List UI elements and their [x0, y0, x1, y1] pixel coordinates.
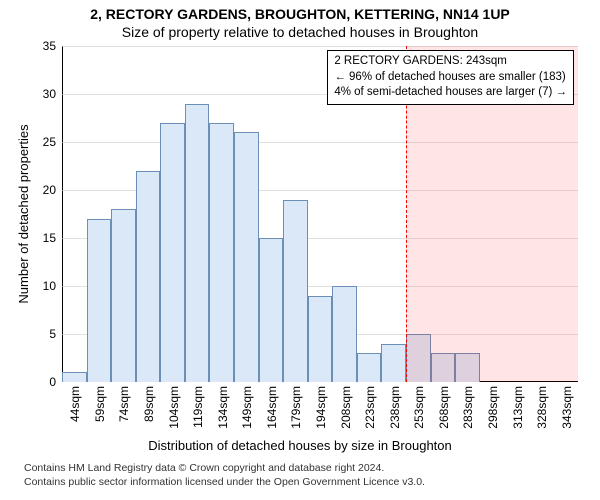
histogram-bar: [381, 344, 406, 382]
x-tick-label: 268sqm: [437, 386, 451, 429]
y-tick-label: 10: [26, 279, 62, 293]
x-tick-label: 149sqm: [240, 386, 254, 429]
histogram-bar: [136, 171, 161, 382]
y-tick-label: 0: [26, 375, 62, 389]
y-axis-title: Number of detached properties: [16, 124, 31, 303]
x-tick-label: 238sqm: [388, 386, 402, 429]
x-tick-label: 208sqm: [339, 386, 353, 429]
histogram-bar: [283, 200, 308, 382]
histogram-bar: [111, 209, 136, 382]
chart-title-sub: Size of property relative to detached ho…: [0, 22, 600, 40]
x-axis-title: Distribution of detached houses by size …: [0, 438, 600, 453]
histogram-bar: [234, 132, 259, 382]
x-tick-label: 44sqm: [68, 386, 82, 422]
x-tick-label: 223sqm: [363, 386, 377, 429]
attribution-line: Contains public sector information licen…: [24, 476, 425, 490]
x-tick-label: 283sqm: [461, 386, 475, 429]
histogram-bar: [308, 296, 333, 382]
histogram-bar: [87, 219, 112, 382]
x-tick-label: 164sqm: [265, 386, 279, 429]
y-axis-line: [62, 46, 63, 382]
histogram-bar: [259, 238, 284, 382]
x-tick-label: 74sqm: [117, 386, 131, 422]
attribution-text: Contains HM Land Registry data © Crown c…: [24, 462, 425, 489]
histogram-bar: [185, 104, 210, 382]
x-tick-label: 253sqm: [412, 386, 426, 429]
x-tick-label: 298sqm: [486, 386, 500, 429]
x-tick-label: 343sqm: [560, 386, 574, 429]
x-tick-label: 328sqm: [535, 386, 549, 429]
y-tick-label: 20: [26, 183, 62, 197]
annotation-box: 2 RECTORY GARDENS: 243sqm← 96% of detach…: [327, 50, 574, 105]
annotation-line: 2 RECTORY GARDENS: 243sqm: [334, 54, 567, 70]
x-tick-label: 134sqm: [216, 386, 230, 429]
y-tick-label: 25: [26, 135, 62, 149]
plot-area: 0510152025303544sqm59sqm74sqm89sqm104sqm…: [62, 46, 578, 382]
x-tick-label: 194sqm: [314, 386, 328, 429]
histogram-bar: [62, 372, 87, 382]
y-tick-label: 30: [26, 87, 62, 101]
y-tick-label: 15: [26, 231, 62, 245]
chart-title-main: 2, RECTORY GARDENS, BROUGHTON, KETTERING…: [0, 0, 600, 22]
annotation-line: 4% of semi-detached houses are larger (7…: [334, 85, 567, 101]
x-tick-label: 179sqm: [289, 386, 303, 429]
attribution-line: Contains HM Land Registry data © Crown c…: [24, 462, 425, 476]
y-tick-label: 35: [26, 39, 62, 53]
annotation-line: ← 96% of detached houses are smaller (18…: [334, 70, 567, 86]
chart-container: 2, RECTORY GARDENS, BROUGHTON, KETTERING…: [0, 0, 600, 500]
x-tick-label: 59sqm: [93, 386, 107, 422]
x-tick-label: 89sqm: [142, 386, 156, 422]
histogram-bar: [160, 123, 185, 382]
histogram-bar: [357, 353, 382, 382]
histogram-bar: [209, 123, 234, 382]
x-tick-label: 119sqm: [191, 386, 205, 428]
y-tick-label: 5: [26, 327, 62, 341]
histogram-bar: [332, 286, 357, 382]
x-tick-label: 104sqm: [167, 386, 181, 429]
x-tick-label: 313sqm: [511, 386, 525, 429]
